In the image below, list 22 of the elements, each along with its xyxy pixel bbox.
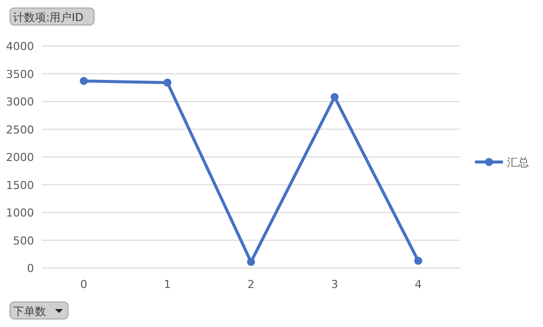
y-tick-label: 2000 xyxy=(6,151,34,164)
x-tick-label: 2 xyxy=(248,278,254,291)
point xyxy=(330,93,339,102)
x-tick-label: 4 xyxy=(414,278,422,291)
y-tick-label: 2500 xyxy=(6,123,34,136)
x-tick-label: 3 xyxy=(331,278,338,291)
legend-label: 汇总 xyxy=(507,156,529,169)
y-tick-label: 0 xyxy=(27,262,34,275)
x-tick-label: 1 xyxy=(164,278,171,291)
x-axis-title: 下单数 xyxy=(13,305,46,318)
y-tick-label: 4000 xyxy=(6,40,34,53)
chart-title: 计数项:用户ID xyxy=(13,11,84,24)
y-tick-label: 3500 xyxy=(6,68,34,81)
x-tick-label: 0 xyxy=(80,278,88,291)
point xyxy=(414,256,422,265)
point xyxy=(247,258,255,266)
point xyxy=(80,76,88,85)
y-tick-label: 1500 xyxy=(6,178,34,192)
y-tick-label: 500 xyxy=(13,234,34,248)
y-tick-label: 3000 xyxy=(6,96,34,108)
y-tick-label: 1000 xyxy=(6,206,34,220)
point xyxy=(163,78,172,87)
